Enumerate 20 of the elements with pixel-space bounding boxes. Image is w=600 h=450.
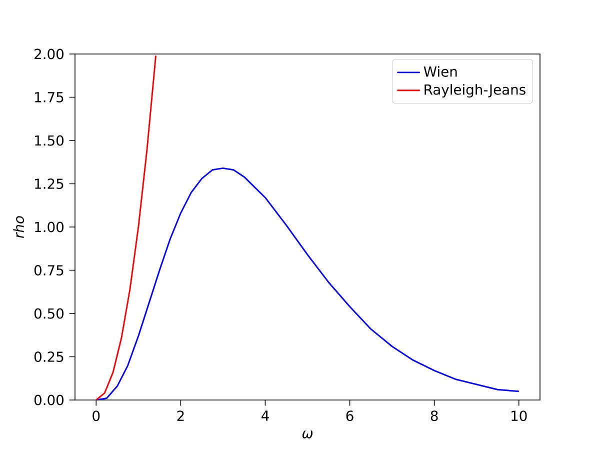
- y-tick-label: 0.50: [34, 308, 64, 319]
- x-tick-label: 4: [261, 410, 269, 421]
- x-tick-label: 10: [512, 410, 527, 422]
- x-axis-title: ω: [302, 430, 312, 438]
- x-tick-label: 0: [92, 410, 100, 422]
- y-tick-label: 1.00: [35, 222, 64, 232]
- line-series: [95, 54, 156, 400]
- y-tick-label: 0.00: [34, 394, 64, 406]
- x-tick-label: 8: [430, 410, 438, 422]
- x-tick-label: 6: [346, 410, 354, 422]
- legend-label: Wien: [424, 66, 457, 77]
- x-tick-label: 2: [177, 410, 184, 421]
- y-axis-title: rho: [13, 216, 24, 238]
- y-tick-label: 0.25: [34, 352, 64, 362]
- legend-label: Rayleigh-Jeans: [424, 84, 526, 98]
- y-tick-label: 1.25: [35, 178, 64, 189]
- y-tick-label: 0.75: [34, 265, 64, 276]
- y-tick-label: 1.75: [35, 92, 64, 102]
- y-tick-label: 2.00: [34, 48, 64, 60]
- y-tick-label: 1.50: [35, 135, 64, 146]
